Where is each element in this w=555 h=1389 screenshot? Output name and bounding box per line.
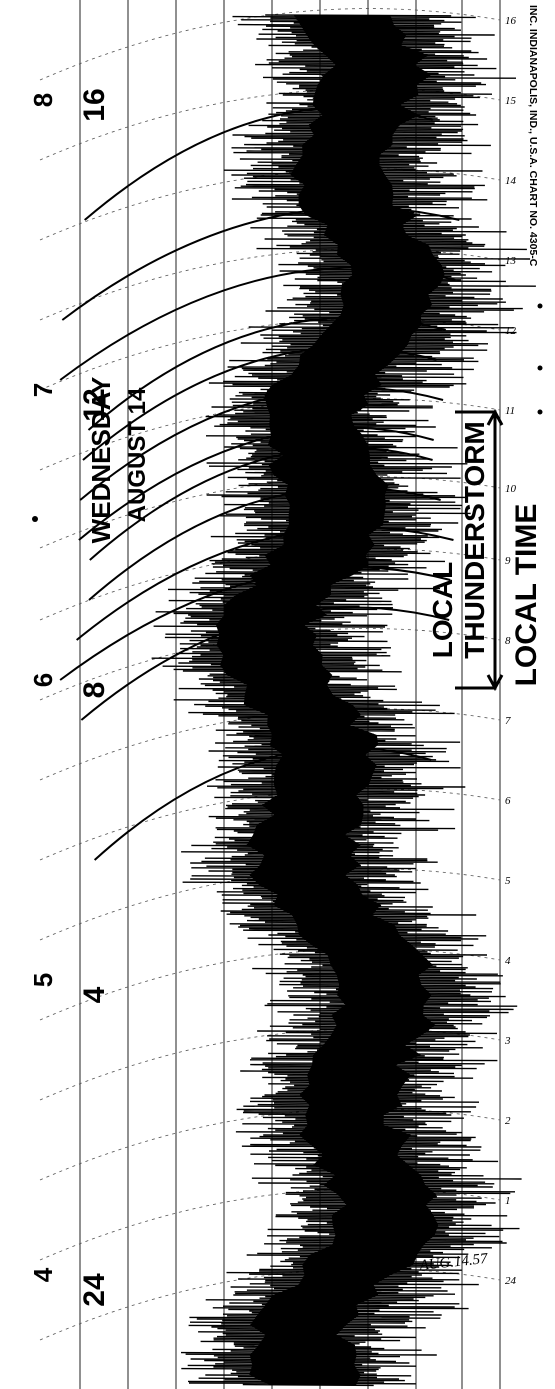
time-tick-label: 3 [504,1035,511,1047]
time-tick-label: 7 [505,715,511,727]
pen-arc [80,606,450,721]
time-tick-label: 14 [505,175,517,187]
pen-arc [59,266,456,381]
scale-label-6: 6 [28,673,58,687]
hour-label-12: 12 [78,388,111,421]
pen-arc [93,746,432,861]
chart-info-label: INC. INDIANAPOLIS, IND., U.S.A. CHART NO… [527,5,539,267]
time-tick-label: 9 [505,555,511,567]
hour-label-16: 16 [78,88,111,121]
margin-dot [32,516,38,522]
time-arc-line [39,88,501,161]
pen-arc [76,526,454,641]
pen-arc-strokes [59,106,460,861]
time-arc-line [39,476,501,549]
margin-dot [537,365,543,371]
time-tick-label: 1 [505,1195,511,1207]
time-tick-label: 8 [505,635,511,647]
time-arc-line [39,1268,501,1341]
pen-arc [78,426,434,541]
pen-arc [61,206,460,321]
time-arc-line [39,248,501,321]
time-tick-label: 4 [505,955,511,967]
date-label: AUGUST 14 [124,387,151,522]
handwritten-date-note: AUG.14.57 [418,1251,490,1274]
hour-label-24: 24 [78,1273,111,1307]
annotation-local: LOCAL [427,562,458,658]
scale-label-4: 4 [28,1267,58,1282]
time-tick-label: 13 [505,255,517,267]
pen-arc [87,316,446,431]
margin-dot [537,303,543,309]
time-arc-line [39,788,501,861]
thunderstorm-bracket [455,408,504,692]
hour-label-4: 4 [78,986,111,1003]
scale-label-8: 8 [28,93,58,107]
time-arc-line [39,948,501,1021]
pen-arc [88,486,441,601]
time-tick-label: 5 [505,875,511,887]
time-tick-label: 24 [505,1275,517,1287]
annotation-thunderstorm: THUNDERSTORM [459,421,490,658]
time-tick-label: 12 [505,325,517,337]
seismic-trace-core [216,15,445,1385]
pen-arc [82,346,437,461]
margin-dot [537,409,543,415]
time-tick-label: 15 [505,95,517,107]
scale-label-5: 5 [28,973,58,987]
annotation-local-time: LOCAL TIME [510,504,543,687]
scale-label-7: 7 [28,383,58,397]
time-tick-label: 2 [505,1115,511,1127]
time-tick-label: 11 [505,405,515,417]
day-label: WEDNESDAY [86,377,116,544]
time-tick-label: 16 [505,15,517,27]
time-tick-label: 10 [505,483,517,495]
pen-arc [79,386,444,501]
time-tick-label: 6 [505,795,511,807]
pen-arc [84,106,433,221]
pen-arc [89,446,433,561]
pen-arc [59,566,451,681]
hour-label-8: 8 [78,682,111,699]
